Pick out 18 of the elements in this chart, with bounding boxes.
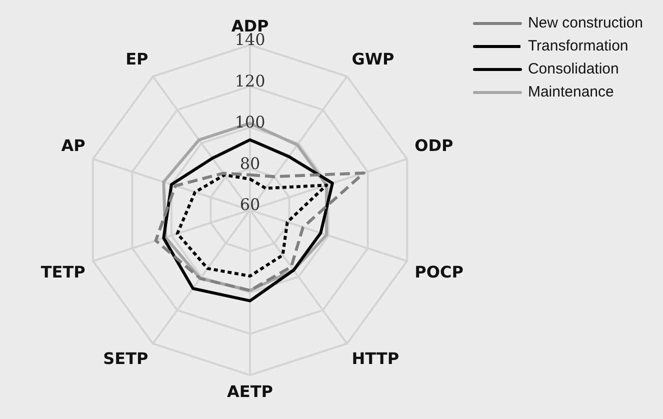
spoke-label: EP: [126, 49, 149, 68]
spoke-label: GWP: [352, 49, 395, 68]
spoke-label: SETP: [103, 348, 149, 368]
spoke-label: AETP: [227, 382, 274, 401]
legend-label: Transformation: [528, 38, 628, 55]
spoke-label: TETP: [40, 262, 86, 282]
spoke-label: HTTP: [352, 348, 400, 368]
y-tick-label: 100: [234, 112, 266, 132]
spoke-label: AP: [61, 136, 86, 156]
spoke-label: POCP: [414, 262, 464, 282]
y-tick-label: 60: [240, 195, 260, 214]
legend-label: New construction: [528, 14, 644, 32]
legend-label: Consolidation: [528, 60, 619, 78]
y-tick-label: 140: [234, 30, 266, 50]
legend-label: Maintenance: [528, 84, 614, 101]
spoke-label: ODP: [414, 136, 454, 156]
y-tick-label: 80: [240, 154, 260, 173]
y-tick-label: 120: [234, 71, 266, 90]
